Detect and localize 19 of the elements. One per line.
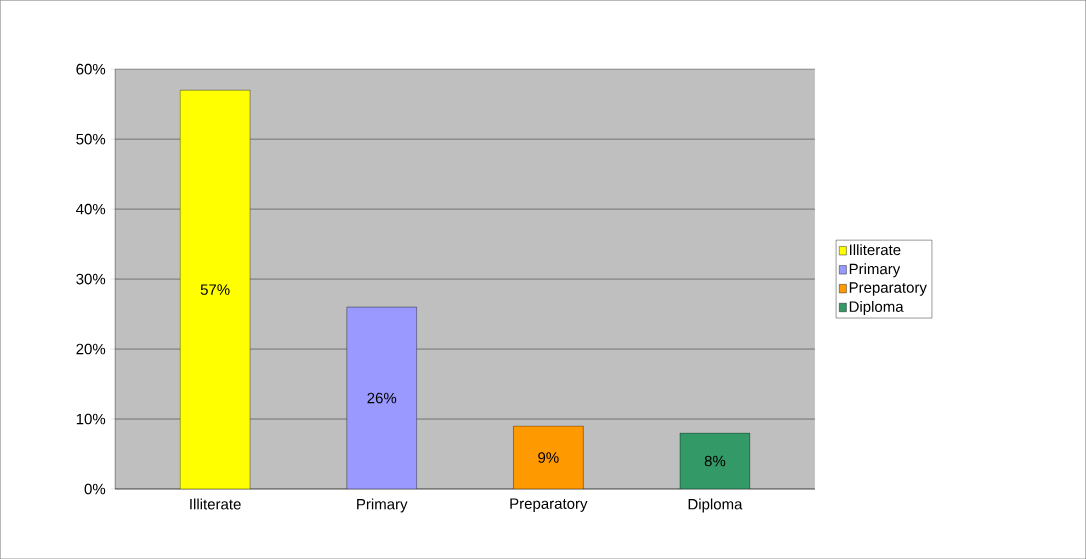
x-tick-label: Preparatory xyxy=(510,498,588,512)
y-tick-label: 60% xyxy=(76,63,106,75)
y-tick-label: 0% xyxy=(84,483,106,495)
y-tick-label: 10% xyxy=(76,413,106,425)
y-tick-label: 40% xyxy=(76,203,106,215)
y-tick-label: 30% xyxy=(76,273,106,285)
y-tick-label: 50% xyxy=(76,133,106,145)
legend-label: Diploma xyxy=(849,300,904,315)
data-label: 26% xyxy=(367,392,397,404)
legend-label: Primary xyxy=(849,263,901,278)
data-label: 8% xyxy=(704,455,726,467)
legend-label: Illiterate xyxy=(849,244,901,256)
data-label: 57% xyxy=(200,284,230,295)
data-label: 9% xyxy=(538,452,559,463)
y-tick-label: 20% xyxy=(76,343,106,355)
legend-label: Preparatory xyxy=(849,282,927,296)
x-tick-label: Primary xyxy=(357,498,408,513)
x-tick-label: Diploma xyxy=(688,498,743,513)
x-tick-label: Illiterate xyxy=(190,498,241,510)
